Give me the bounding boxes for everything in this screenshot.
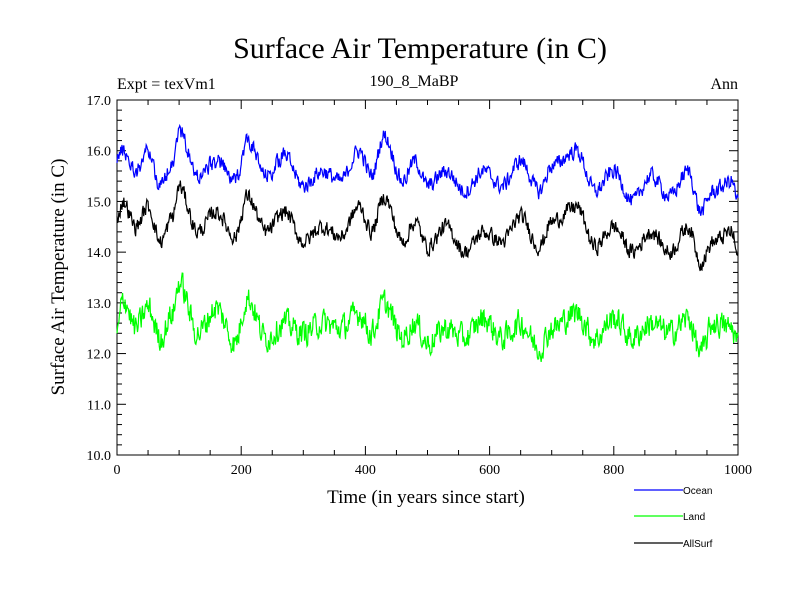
- x-tick-label: 600: [479, 463, 500, 478]
- y-tick-label: 14.0: [87, 246, 112, 261]
- x-tick-label: 0: [114, 463, 121, 478]
- legend: Ocean Land AllSurf: [634, 486, 713, 550]
- x-tick-label: 800: [603, 463, 624, 478]
- x-tick-label: 400: [355, 463, 376, 478]
- y-tick-label: 16.0: [87, 145, 112, 160]
- season-label: Ann: [710, 76, 738, 93]
- plot-frame: [116, 99, 739, 456]
- y-tick-label: 13.0: [87, 297, 112, 312]
- y-tick-label: 12.0: [87, 348, 112, 363]
- series-line-land: [116, 272, 739, 363]
- y-tick-label: 17.0: [87, 94, 112, 109]
- legend-label-land: Land: [683, 512, 705, 523]
- plot-area: 0 200 400 600 800 1000 10.0 11.0 12.0 13.0 14.0 15.…: [87, 94, 753, 478]
- y-tick-label: 10.0: [87, 449, 112, 464]
- period-label: 190_8_MaBP: [370, 73, 459, 90]
- y-tick-label: 11.0: [87, 398, 111, 413]
- x-tick-label: 200: [231, 463, 252, 478]
- x-tick-label: 1000: [724, 463, 752, 478]
- series-line-ocean: [116, 123, 739, 216]
- legend-label-ocean: Ocean: [683, 486, 712, 497]
- y-axis-label: Surface Air Temperature (in C): [48, 159, 69, 396]
- series-line-allsurf: [116, 180, 739, 272]
- legend-label-allsurf: AllSurf: [683, 539, 713, 550]
- experiment-label: Expt = texVm1: [117, 76, 216, 93]
- y-tick-label: 15.0: [87, 195, 112, 210]
- x-axis-label: Time (in years since start): [327, 487, 525, 508]
- chart-title: Surface Air Temperature (in C): [233, 32, 607, 65]
